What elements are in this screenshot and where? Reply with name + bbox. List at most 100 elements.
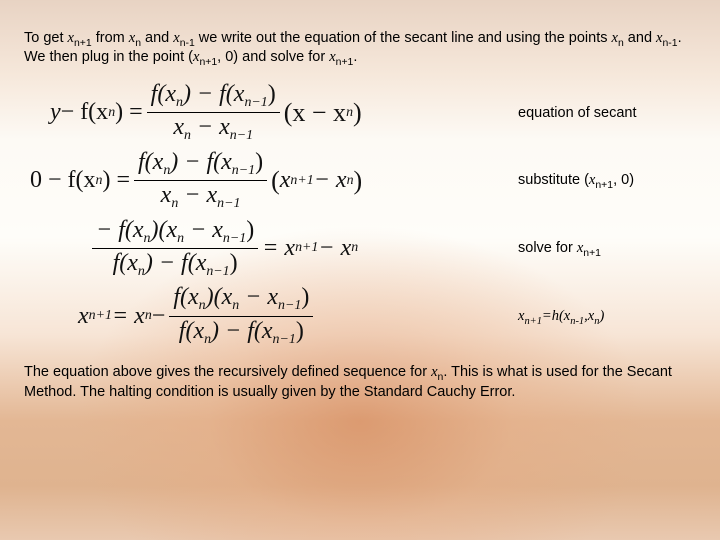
m: f(x — [113, 250, 138, 276]
m: f(x — [138, 149, 163, 175]
m: n−1 — [232, 162, 255, 177]
m: n−1 — [278, 298, 301, 313]
m: − f(x — [61, 99, 109, 126]
equation-4-label: xn+1=h(xn-1,xn) — [518, 308, 696, 325]
fraction-bar — [147, 112, 280, 113]
fraction-bar — [134, 180, 267, 181]
m: − — [152, 303, 166, 330]
m: − x — [318, 235, 351, 262]
intro-text: and — [624, 30, 656, 46]
m: n — [346, 105, 353, 121]
m: n+1 — [290, 173, 313, 189]
equation-3: − f(xn)(xn − xn−1) f(xn) − f(xn−1) = xn+… — [24, 218, 358, 280]
equation-1: y − f(xn) = f(xn) − f(xn−1) xn − xn−1 (x… — [24, 82, 362, 144]
m: ) — [296, 318, 304, 344]
sub: n-1 — [662, 37, 677, 48]
m: f(x — [179, 318, 204, 344]
m: ) — [353, 98, 362, 128]
m: n−1 — [273, 332, 296, 347]
m: − x — [239, 284, 278, 310]
m: x — [78, 303, 89, 330]
m: y — [50, 99, 61, 126]
fraction: f(xn) − f(xn−1) xn − xn−1 — [147, 82, 280, 144]
m: n−1 — [244, 94, 267, 109]
m: ) — [230, 250, 238, 276]
m: )(x — [206, 284, 233, 310]
equation-1-label: equation of secant — [518, 105, 696, 121]
equation-4: xn+1 = xn − f(xn)(xn − xn−1) f(xn) − f(x… — [24, 285, 317, 347]
m: − f(x — [96, 217, 144, 243]
equation-3-label: solve for xn+1 — [518, 240, 696, 257]
slide-background: { "intro": { "seg1": "To get ", "x1": "x… — [0, 0, 720, 540]
intro-text: To get — [24, 30, 68, 46]
m: n — [96, 173, 103, 189]
m: n — [351, 240, 358, 256]
intro-text: we write out the equation of the secant … — [195, 30, 612, 46]
intro-text: from — [92, 30, 129, 46]
equation-row-1: y − f(xn) = f(xn) − f(xn−1) xn − xn−1 (x… — [24, 82, 696, 144]
fraction: f(xn)(xn − xn−1) f(xn) − f(xn−1) — [169, 285, 313, 347]
sub: n+1 — [199, 57, 217, 68]
m: n−1 — [217, 196, 240, 211]
equation-2-label: substitute (xn+1, 0) — [518, 172, 696, 189]
m: f(x — [173, 284, 198, 310]
m: ) — [255, 149, 263, 175]
m: n — [176, 94, 183, 109]
t: substitute ( — [518, 172, 589, 188]
m: ) — [246, 217, 254, 243]
m: ) — [354, 166, 363, 196]
sub: n+1 — [336, 57, 354, 68]
fraction: − f(xn)(xn − xn−1) f(xn) − f(xn−1) — [92, 218, 258, 280]
m: x — [161, 182, 172, 208]
t: solve for — [518, 240, 577, 256]
m: − x — [178, 182, 217, 208]
t: =h(x — [542, 308, 570, 324]
intro-text: , 0) and solve for — [217, 49, 329, 65]
outro-text: The equation above gives the recursively… — [24, 364, 431, 380]
m: f(x — [151, 81, 176, 107]
m: n−1 — [223, 230, 246, 245]
m: n — [145, 308, 152, 324]
sub: n+1 — [595, 180, 613, 191]
equation-row-2: 0 − f(xn) = f(xn) − f(xn−1) xn − xn−1 ((… — [24, 150, 696, 212]
m: 0 − f(x — [30, 167, 96, 194]
t: ) — [599, 308, 604, 324]
equation-2: 0 − f(xn) = f(xn) − f(xn−1) xn − xn−1 ((… — [24, 150, 362, 212]
m: n+1 — [295, 240, 318, 256]
outro-paragraph: The equation above gives the recursively… — [24, 363, 696, 402]
m: ) = — [102, 167, 130, 194]
m: ) − f(x — [211, 318, 273, 344]
m: ) − f(x — [183, 81, 245, 107]
m: n−1 — [230, 128, 253, 143]
m: = x — [112, 303, 145, 330]
m: n — [108, 105, 115, 121]
m: n — [347, 173, 354, 189]
m: ) = — [115, 99, 143, 126]
sub: n-1 — [570, 316, 584, 327]
m: n — [138, 264, 145, 279]
intro-paragraph: To get xn+1 from xn and xn-1 we write ou… — [24, 29, 696, 68]
sub: n+1 — [74, 37, 92, 48]
fraction-bar — [92, 248, 258, 249]
m: ) − f(x — [145, 250, 207, 276]
m: ) — [268, 81, 276, 107]
m: − x — [191, 114, 230, 140]
sub: n+1 — [524, 316, 541, 327]
m: ) — [301, 284, 309, 310]
m: x — [173, 114, 184, 140]
m: − x — [184, 217, 223, 243]
m: n−1 — [206, 264, 229, 279]
slide-content: { "intro": { "seg1": "To get ", "x1": "x… — [0, 0, 720, 540]
m: n — [199, 298, 206, 313]
m: − x — [314, 167, 347, 194]
t: ,x — [584, 308, 594, 324]
m: n+1 — [89, 308, 112, 324]
equation-row-3: − f(xn)(xn − xn−1) f(xn) − f(xn−1) = xn+… — [24, 218, 696, 280]
t: , 0) — [613, 172, 634, 188]
m: )(x — [150, 217, 177, 243]
sub: n+1 — [583, 248, 601, 259]
fraction: f(xn) − f(xn−1) xn − xn−1 — [134, 150, 267, 212]
fraction-bar — [169, 316, 313, 317]
intro-text: . — [353, 49, 357, 65]
equation-row-4: xn+1 = xn − f(xn)(xn − xn−1) f(xn) − f(x… — [24, 285, 696, 347]
